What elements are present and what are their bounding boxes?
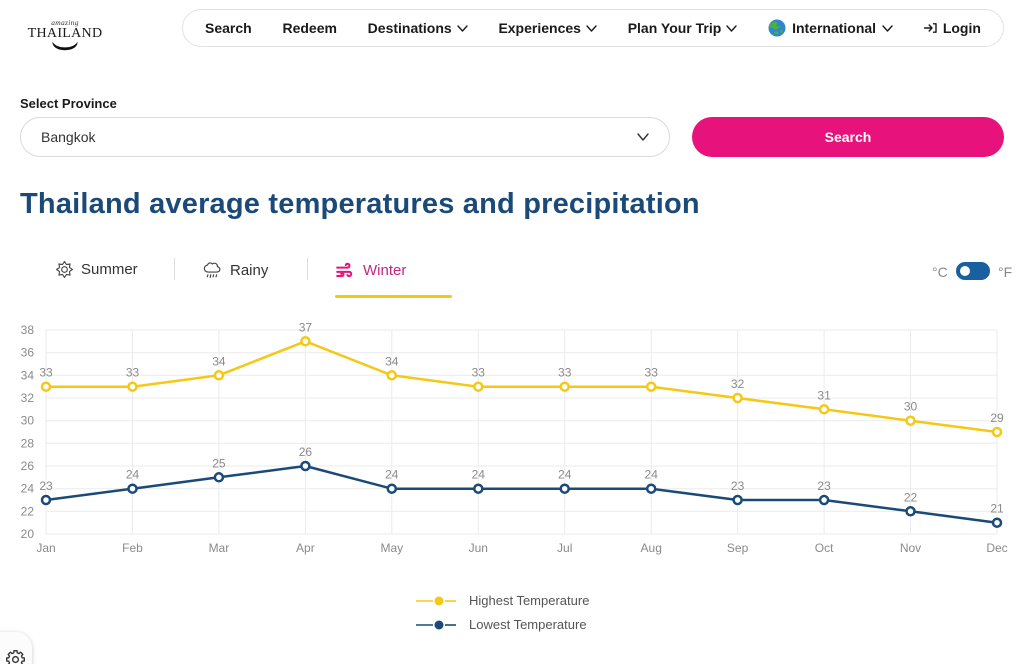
svg-text:29: 29: [990, 411, 1004, 425]
svg-text:24: 24: [385, 468, 399, 482]
svg-text:24: 24: [645, 468, 659, 482]
svg-text:33: 33: [558, 366, 572, 380]
svg-text:28: 28: [21, 436, 35, 450]
svg-text:32: 32: [21, 391, 35, 405]
svg-text:Jun: Jun: [469, 541, 488, 555]
svg-text:23: 23: [39, 479, 53, 493]
svg-text:Feb: Feb: [122, 541, 143, 555]
svg-text:Dec: Dec: [986, 541, 1007, 555]
svg-text:34: 34: [21, 368, 35, 382]
svg-text:34: 34: [385, 354, 399, 368]
svg-text:24: 24: [558, 468, 572, 482]
svg-text:20: 20: [21, 527, 35, 541]
svg-text:30: 30: [904, 400, 918, 414]
svg-text:26: 26: [21, 459, 35, 473]
svg-text:26: 26: [299, 445, 313, 459]
svg-text:Oct: Oct: [815, 541, 834, 555]
svg-text:Nov: Nov: [900, 541, 921, 555]
svg-text:Aug: Aug: [641, 541, 662, 555]
svg-text:24: 24: [126, 468, 140, 482]
svg-text:33: 33: [39, 366, 53, 380]
svg-text:37: 37: [299, 320, 313, 334]
svg-text:23: 23: [731, 479, 745, 493]
svg-text:31: 31: [817, 388, 831, 402]
svg-text:33: 33: [126, 366, 140, 380]
svg-text:Jan: Jan: [36, 541, 55, 555]
svg-text:22: 22: [21, 504, 35, 518]
svg-text:24: 24: [21, 482, 35, 496]
svg-text:24: 24: [472, 468, 486, 482]
svg-text:25: 25: [212, 456, 226, 470]
svg-text:22: 22: [904, 490, 918, 504]
svg-text:23: 23: [817, 479, 831, 493]
svg-text:36: 36: [21, 346, 35, 360]
svg-text:Apr: Apr: [296, 541, 315, 555]
svg-text:May: May: [380, 541, 403, 555]
svg-text:33: 33: [472, 366, 486, 380]
svg-text:Jul: Jul: [557, 541, 572, 555]
svg-text:30: 30: [21, 414, 35, 428]
svg-text:21: 21: [990, 502, 1004, 516]
svg-text:33: 33: [645, 366, 659, 380]
svg-text:34: 34: [212, 354, 226, 368]
svg-text:38: 38: [21, 323, 35, 337]
svg-text:Mar: Mar: [209, 541, 230, 555]
svg-text:Sep: Sep: [727, 541, 749, 555]
svg-text:32: 32: [731, 377, 745, 391]
